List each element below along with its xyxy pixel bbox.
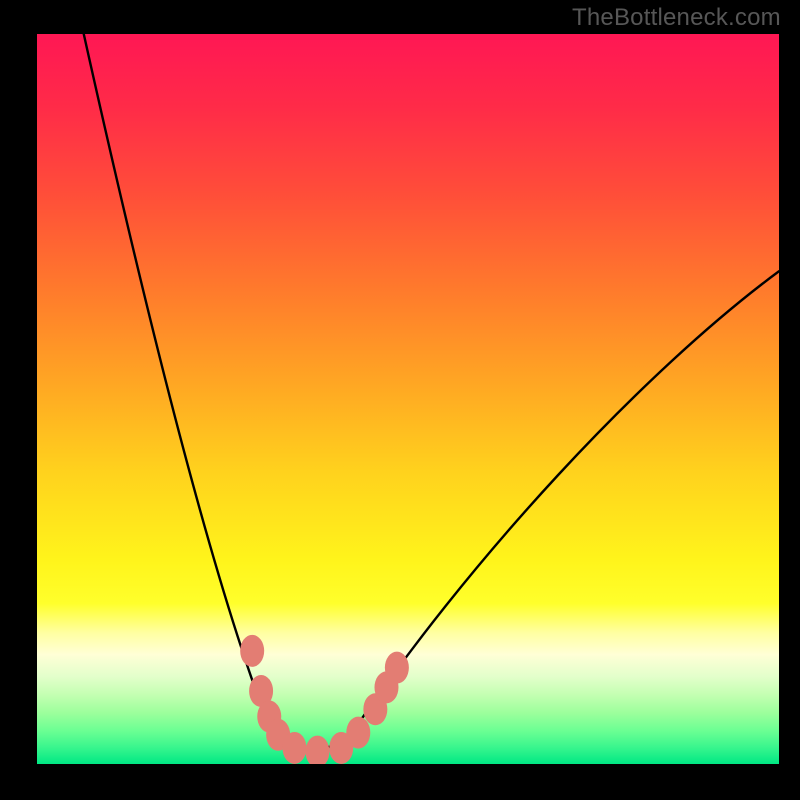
frame-border-right bbox=[779, 0, 800, 800]
curve-marker bbox=[385, 652, 409, 684]
frame-border-left bbox=[0, 0, 37, 800]
watermark-text: TheBottleneck.com bbox=[572, 4, 781, 32]
curve-marker bbox=[240, 635, 264, 667]
curve-marker bbox=[282, 732, 306, 764]
bottleneck-curve-chart bbox=[37, 34, 779, 764]
frame-border-bottom bbox=[0, 764, 800, 800]
chart-svg bbox=[37, 34, 779, 764]
curve-marker bbox=[346, 717, 370, 749]
